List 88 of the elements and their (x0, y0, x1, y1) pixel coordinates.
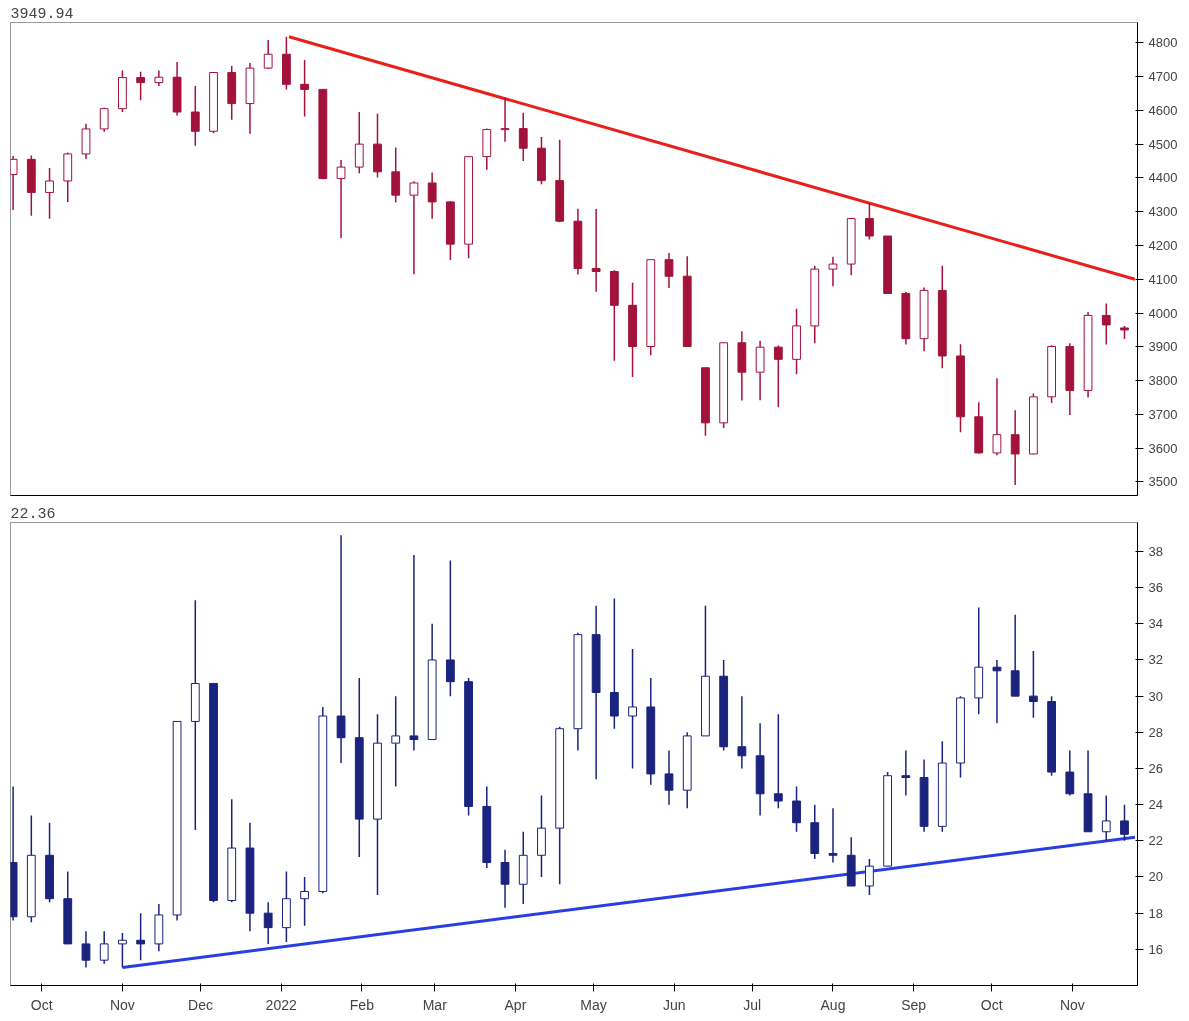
candlestick (1120, 803, 1129, 842)
y-tick-label: 28 (1148, 724, 1163, 740)
candlestick (773, 344, 783, 409)
y-tick-label: 3900 (1148, 339, 1178, 355)
y-tick-label: 22 (1148, 833, 1163, 849)
candlestick (901, 749, 911, 797)
candlestick (118, 932, 127, 969)
y-tick-label: 3500 (1148, 474, 1178, 490)
candlestick (773, 713, 783, 810)
candlestick (81, 930, 91, 969)
candlestick (300, 59, 310, 118)
candlestick (500, 97, 510, 143)
candlestick (865, 202, 874, 241)
candlestick (664, 252, 674, 289)
candlestick (336, 159, 346, 239)
x-tick-label: 2022 (265, 996, 297, 1013)
y-tick-label: 4700 (1148, 69, 1178, 85)
x-tick-label: Sep (901, 996, 927, 1013)
y-tick-label: 38 (1148, 543, 1163, 559)
y-tick-label: 36 (1148, 580, 1163, 596)
x-tick-label: Oct (30, 996, 53, 1013)
chart-title: 3949.94 (10, 5, 74, 23)
candlestick (1101, 302, 1111, 346)
y-tick-label: 4300 (1148, 204, 1178, 220)
candlestick (992, 659, 1002, 724)
candlestick (409, 180, 419, 275)
candlestick (136, 912, 146, 961)
x-tick-label: Nov (109, 996, 135, 1013)
x-tick-label: Jul (743, 996, 762, 1013)
y-tick-label: 3800 (1148, 373, 1178, 389)
x-tick-label: Feb (349, 996, 375, 1013)
candlestick (354, 111, 364, 174)
candlestick (300, 876, 310, 927)
candlestick (1101, 794, 1111, 842)
x-tick-label: Mar (422, 996, 448, 1013)
candlestick (865, 858, 874, 896)
candlestick (136, 71, 146, 101)
x-tick-label: Nov (1059, 996, 1085, 1013)
x-tick-label: Dec (188, 996, 213, 1013)
y-tick-label: 20 (1148, 869, 1163, 885)
x-tick-label: Jun (662, 996, 686, 1013)
candlestick (664, 749, 674, 806)
candlestick (500, 849, 510, 909)
y-tick-label: 4000 (1148, 305, 1178, 321)
candlestick (391, 695, 401, 788)
chart-title: 22.36 (10, 505, 56, 523)
candlestick (737, 695, 747, 770)
candlestick (792, 785, 801, 833)
candlestick (609, 597, 619, 730)
y-tick-label: 3600 (1148, 440, 1178, 456)
candlestick (427, 171, 437, 220)
candlestick (992, 377, 1002, 457)
x-tick-label: May (580, 996, 607, 1013)
y-tick-label: 18 (1148, 905, 1163, 921)
candlestick (391, 146, 401, 204)
x-tick-label: Aug (820, 996, 846, 1013)
y-tick-label: 3700 (1148, 406, 1178, 422)
candlestick (336, 534, 346, 764)
candlestick (1010, 409, 1020, 486)
candlestick (99, 930, 109, 965)
x-tick-label: Oct (980, 996, 1003, 1013)
candlestick (628, 648, 637, 770)
y-tick-label: 34 (1148, 616, 1163, 632)
y-tick-label: 4400 (1148, 170, 1178, 186)
y-tick-label: 4100 (1148, 271, 1178, 287)
y-tick-label: 30 (1148, 688, 1163, 704)
candlestick (591, 208, 601, 293)
candlestick (518, 111, 528, 162)
candlestick (445, 559, 455, 697)
y-tick-label: 4500 (1148, 136, 1178, 152)
y-tick-label: 4200 (1148, 237, 1178, 253)
candlestick (45, 167, 54, 220)
candlestick (10, 155, 18, 211)
candlestick (409, 554, 419, 752)
candlestick (1065, 749, 1075, 797)
y-tick-label: 26 (1148, 760, 1163, 776)
candlestick (263, 39, 273, 70)
y-tick-label: 24 (1148, 797, 1163, 813)
candlestick (828, 807, 838, 864)
candlestick (263, 901, 273, 945)
candlestick (1028, 650, 1038, 719)
y-tick-label: 4600 (1148, 102, 1178, 118)
candlestick (828, 255, 838, 288)
y-tick-label: 4800 (1148, 35, 1178, 51)
x-tick-label: Apr (504, 996, 527, 1013)
candlestick (190, 85, 200, 147)
y-tick-label: 16 (1148, 941, 1163, 957)
y-tick-label: 32 (1148, 652, 1163, 668)
